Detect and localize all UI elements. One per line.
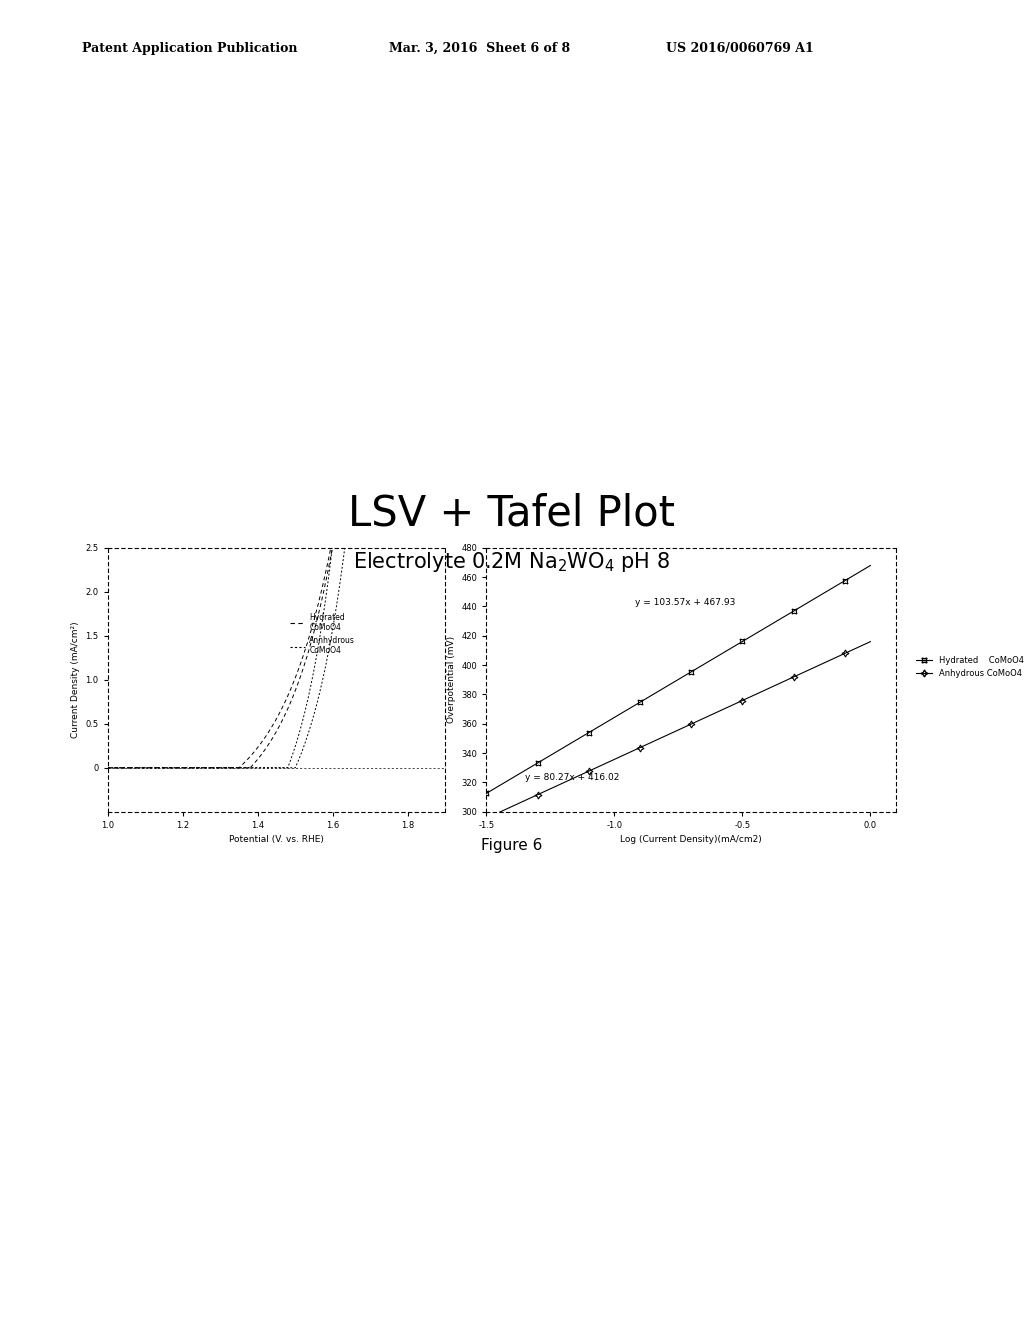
Text: Figure 6: Figure 6 — [481, 838, 543, 853]
Text: LSV + Tafel Plot: LSV + Tafel Plot — [348, 492, 676, 535]
Legend: Hydrated    CoMoO4, Anhydrous CoMoO4: Hydrated CoMoO4, Anhydrous CoMoO4 — [912, 652, 1024, 681]
Text: y = 103.57x + 467.93: y = 103.57x + 467.93 — [635, 598, 735, 607]
Text: Patent Application Publication: Patent Application Publication — [82, 42, 297, 55]
Text: Electrolyte 0.2M Na$_2$WO$_4$ pH 8: Electrolyte 0.2M Na$_2$WO$_4$ pH 8 — [353, 550, 671, 574]
X-axis label: Potential (V. vs. RHE): Potential (V. vs. RHE) — [229, 836, 324, 845]
Y-axis label: Current Density (mA/cm²): Current Density (mA/cm²) — [71, 622, 80, 738]
Y-axis label: Overpotential (mV): Overpotential (mV) — [446, 636, 456, 723]
X-axis label: Log (Current Density)(mA/cm2): Log (Current Density)(mA/cm2) — [621, 836, 762, 845]
Text: US 2016/0060769 A1: US 2016/0060769 A1 — [666, 42, 813, 55]
Legend: Hydrated
CoMoO4, Annhydrous
CoMoO4: Hydrated CoMoO4, Annhydrous CoMoO4 — [287, 610, 358, 659]
Text: Mar. 3, 2016  Sheet 6 of 8: Mar. 3, 2016 Sheet 6 of 8 — [389, 42, 570, 55]
Text: y = 80.27x + 416.02: y = 80.27x + 416.02 — [524, 772, 620, 781]
